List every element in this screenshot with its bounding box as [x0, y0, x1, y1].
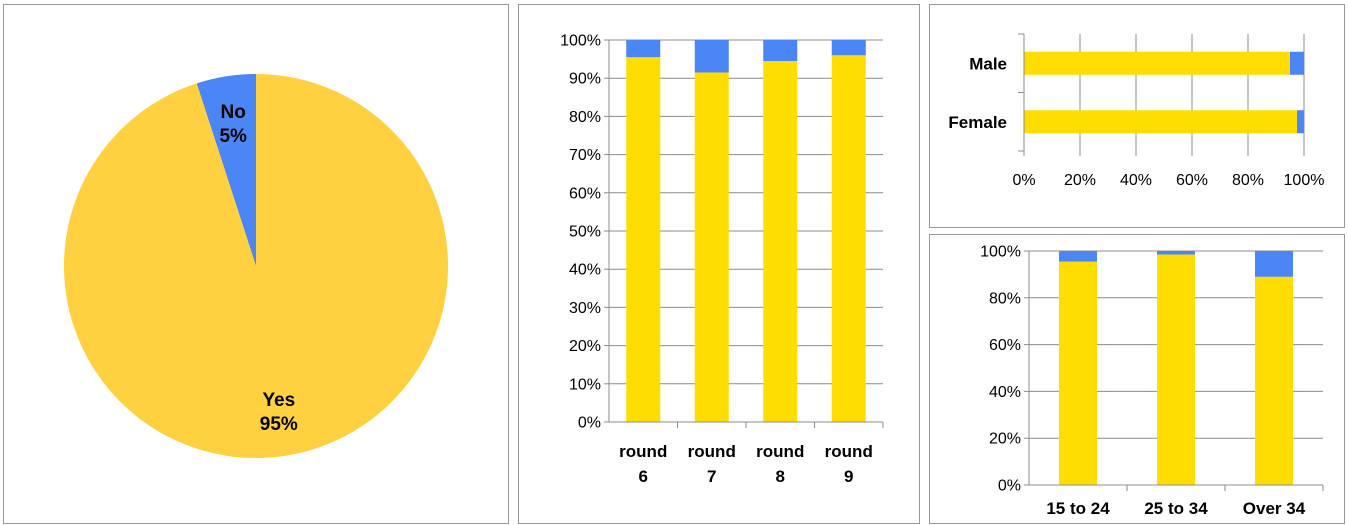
pie-label-no: No [221, 102, 246, 123]
gender-xtick-label: 40% [1120, 172, 1152, 189]
gender-xtick-label: 100% [1284, 172, 1325, 189]
age-bar-segment-yellow [1059, 261, 1097, 485]
rounds-ytick-label: 90% [569, 71, 601, 88]
pie-percent-no: 5% [219, 126, 247, 147]
rounds-category-label: 6 [639, 467, 648, 486]
rounds-category-label: round [688, 442, 736, 461]
gender-bar-segment-blue [1297, 110, 1304, 134]
gender-xtick-label: 60% [1176, 172, 1208, 189]
rounds-category-label: 9 [844, 467, 853, 486]
age-ytick-label: 20% [989, 431, 1021, 448]
gender-bar-segment-blue [1290, 51, 1304, 75]
rounds-ytick-label: 30% [569, 300, 601, 317]
age-category-label: 25 to 34 [1144, 499, 1208, 518]
rounds-ytick-label: 80% [569, 109, 601, 126]
rounds-bar-segment-yellow [763, 61, 798, 422]
rounds-bar-segment-blue [831, 40, 866, 56]
rounds-ytick-label: 50% [569, 224, 601, 241]
rounds-ytick-label: 10% [569, 376, 601, 393]
age-bar-segment-yellow [1157, 254, 1195, 485]
age-bar-segment-yellow [1255, 276, 1293, 485]
gender-category-label: Female [948, 113, 1007, 132]
age-bar-segment-blue [1255, 251, 1293, 277]
gender-xtick-label: 80% [1232, 172, 1264, 189]
age-ytick-label: 100% [980, 244, 1021, 261]
gender-bar-segment-yellow [1024, 51, 1290, 75]
age-ytick-label: 0% [998, 478, 1021, 495]
rounds-ytick-label: 100% [560, 33, 601, 50]
rounds-category-label: 8 [776, 467, 785, 486]
rounds-bar-segment-blue [694, 40, 729, 73]
rounds-ytick-label: 40% [569, 262, 601, 279]
rounds-ytick-label: 0% [578, 415, 601, 432]
pie-label-yes: Yes [262, 390, 295, 411]
age-category-label: Over 34 [1243, 499, 1306, 518]
pie-chart: No 5% Yes 95% [64, 74, 449, 458]
age-stacked-bar-chart: 0% 20% 40% 60% 80% 100% 15 to 24 25 to 34 Over 3… [980, 244, 1324, 518]
rounds-bar-segment-yellow [626, 57, 661, 422]
gender-stacked-bar-chart: 0% 20% 40% 60% 80% 100% Male Female [948, 33, 1325, 189]
pie-percent-yes: 95% [260, 414, 298, 435]
pie-slice-no [196, 74, 256, 266]
age-ytick-label: 80% [989, 290, 1021, 307]
rounds-bar-segment-blue [626, 40, 661, 58]
rounds-bar-segment-yellow [694, 72, 729, 422]
rounds-ytick-label: 60% [569, 185, 601, 202]
age-bar-segment-blue [1157, 251, 1195, 255]
pie-chart-panel: No 5% Yes 95% [3, 4, 509, 524]
gender-xtick-label: 20% [1064, 172, 1096, 189]
age-chart-panel: 0% 20% 40% 60% 80% 100% 15 to 24 25 to 34 Over 3… [929, 234, 1345, 524]
rounds-ytick-label: 20% [569, 338, 601, 355]
age-ytick-label: 40% [989, 384, 1021, 401]
rounds-ytick-label: 70% [569, 147, 601, 164]
pie-slice-yes [64, 74, 449, 458]
gender-category-label: Male [969, 54, 1007, 73]
age-ytick-label: 60% [989, 337, 1021, 354]
rounds-chart-panel: 0% 10% 20% 30% 40% 50% 60% 70% 80% 90% 100% round 6 r… [518, 4, 920, 524]
rounds-category-label: round [825, 442, 873, 461]
rounds-category-label: 7 [707, 467, 716, 486]
gender-xtick-label: 0% [1012, 172, 1035, 189]
rounds-category-label: round [756, 442, 804, 461]
rounds-bar-segment-yellow [831, 55, 866, 422]
age-bar-segment-blue [1059, 251, 1097, 262]
gender-bar-segment-yellow [1024, 110, 1297, 134]
rounds-category-label: round [619, 442, 667, 461]
age-category-label: 15 to 24 [1046, 499, 1110, 518]
rounds-stacked-bar-chart: 0% 10% 20% 30% 40% 50% 60% 70% 80% 90% 100% round 6 r… [560, 33, 884, 486]
gender-chart-panel: 0% 20% 40% 60% 80% 100% Male Female [929, 4, 1345, 228]
rounds-bar-segment-blue [763, 40, 798, 62]
